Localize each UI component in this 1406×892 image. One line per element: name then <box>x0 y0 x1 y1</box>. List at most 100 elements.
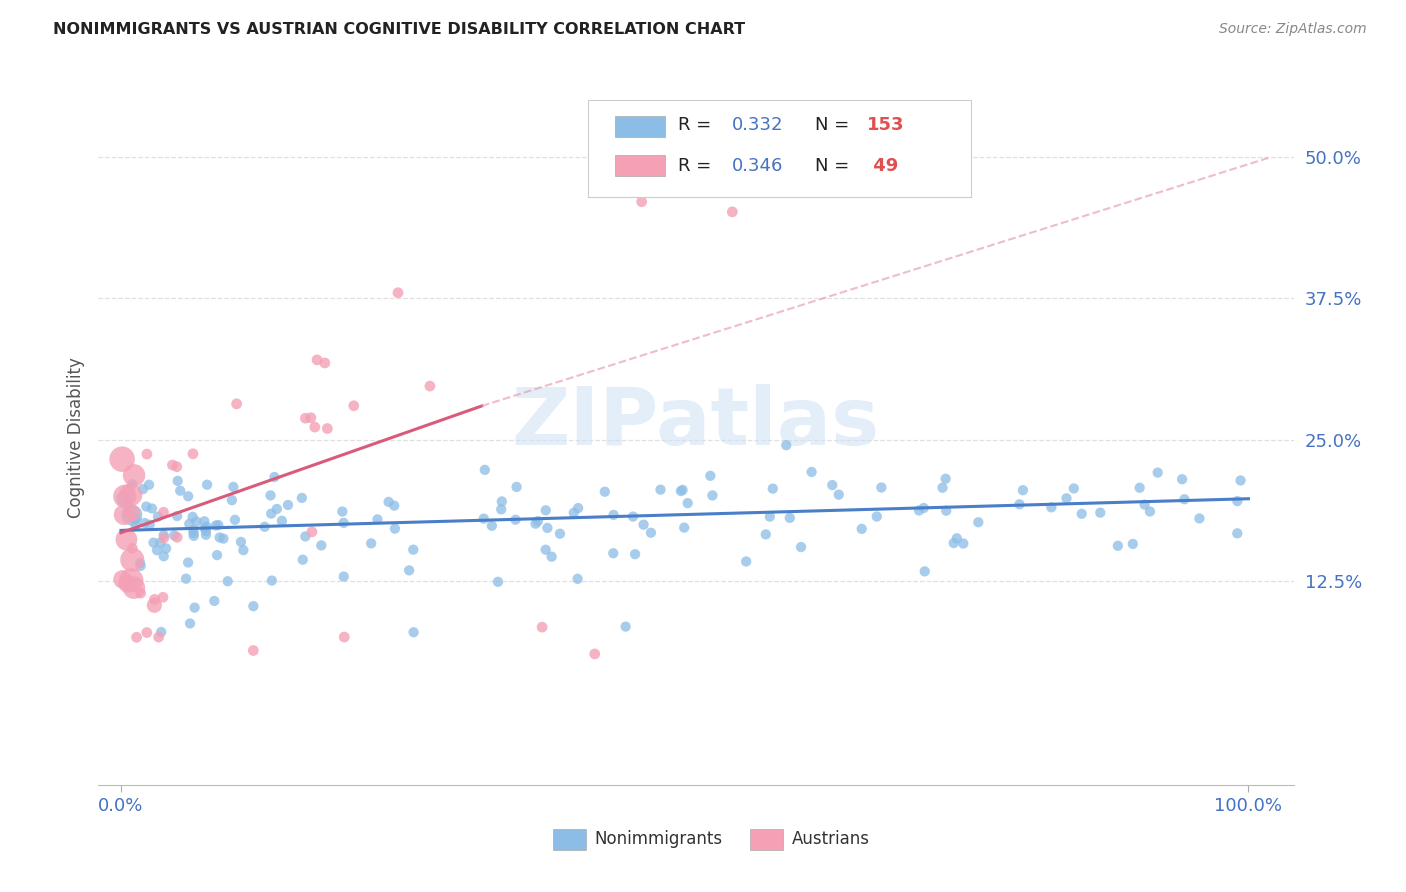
Point <box>166 509 188 524</box>
Point <box>630 194 652 209</box>
Point <box>311 538 333 552</box>
Point <box>114 489 136 503</box>
Point <box>138 517 160 532</box>
Text: Source: ZipAtlas.com: Source: ZipAtlas.com <box>1219 22 1367 37</box>
Point <box>650 483 672 497</box>
Point <box>614 619 637 633</box>
Point <box>382 499 405 513</box>
Point <box>481 518 503 533</box>
Point <box>536 521 558 535</box>
Text: R =: R = <box>678 157 717 175</box>
Point <box>562 506 585 520</box>
Point <box>229 535 252 549</box>
Point <box>153 531 176 545</box>
Point <box>912 501 935 516</box>
Point <box>330 504 353 518</box>
Point <box>242 643 264 657</box>
Point <box>755 527 778 541</box>
Point <box>851 522 873 536</box>
Point <box>135 500 157 514</box>
Point <box>1012 483 1035 498</box>
Point <box>143 599 166 613</box>
Point <box>132 482 155 496</box>
Point <box>177 489 200 503</box>
Point <box>583 647 606 661</box>
Point <box>360 536 382 550</box>
Point <box>870 481 893 495</box>
Point <box>762 482 785 496</box>
Point <box>166 459 188 474</box>
Point <box>534 542 557 557</box>
Point <box>1070 507 1092 521</box>
Point <box>195 477 218 491</box>
Point <box>779 511 801 525</box>
Point <box>299 410 322 425</box>
Point <box>179 616 201 631</box>
Text: 0.346: 0.346 <box>733 157 783 175</box>
Point <box>942 536 965 550</box>
Point <box>527 514 550 528</box>
Point <box>935 472 957 486</box>
Point <box>148 630 170 644</box>
Point <box>301 524 323 539</box>
Point <box>567 572 589 586</box>
Point <box>333 630 356 644</box>
Point <box>1173 492 1195 507</box>
Text: Austrians: Austrians <box>792 830 869 847</box>
Point <box>150 625 173 640</box>
Text: NONIMMIGRANTS VS AUSTRIAN COGNITIVE DISABILITY CORRELATION CHART: NONIMMIGRANTS VS AUSTRIAN COGNITIVE DISA… <box>53 22 745 37</box>
Point <box>277 498 299 512</box>
Point <box>270 514 292 528</box>
Point <box>114 491 136 506</box>
Point <box>121 477 143 491</box>
Point <box>650 128 672 142</box>
Point <box>120 574 142 588</box>
Point <box>1139 504 1161 518</box>
Point <box>169 483 191 498</box>
Point <box>146 543 169 558</box>
Point <box>155 541 177 556</box>
Point <box>1188 511 1211 525</box>
Point <box>633 517 655 532</box>
Point <box>112 508 135 522</box>
Point <box>291 491 314 505</box>
Point <box>1090 506 1112 520</box>
Point <box>125 630 148 644</box>
Point <box>195 524 218 539</box>
Point <box>702 488 724 502</box>
Point <box>621 180 644 194</box>
Point <box>1107 539 1129 553</box>
Point <box>260 507 283 521</box>
Text: 0.332: 0.332 <box>733 116 783 135</box>
Point <box>419 379 441 393</box>
Point <box>225 397 247 411</box>
Point <box>602 508 624 522</box>
Point <box>174 572 197 586</box>
Point <box>111 572 134 586</box>
Point <box>332 569 354 583</box>
Point <box>658 128 681 142</box>
Point <box>1226 526 1249 541</box>
Point <box>177 556 200 570</box>
Point <box>205 518 228 533</box>
Point <box>291 552 314 566</box>
Point <box>115 533 138 547</box>
Point <box>221 493 243 508</box>
Point <box>205 548 228 562</box>
Point <box>1040 500 1063 515</box>
Point <box>121 541 143 556</box>
Point <box>627 178 650 193</box>
Point <box>332 516 354 530</box>
Point <box>908 503 931 517</box>
FancyBboxPatch shape <box>553 829 586 850</box>
Point <box>1133 498 1156 512</box>
Point <box>505 513 527 527</box>
Point <box>343 399 366 413</box>
FancyBboxPatch shape <box>614 155 665 177</box>
Point <box>124 518 146 533</box>
Text: R =: R = <box>678 116 717 135</box>
Point <box>669 483 692 498</box>
Point <box>162 458 184 472</box>
Point <box>181 509 204 524</box>
Point <box>120 488 142 502</box>
